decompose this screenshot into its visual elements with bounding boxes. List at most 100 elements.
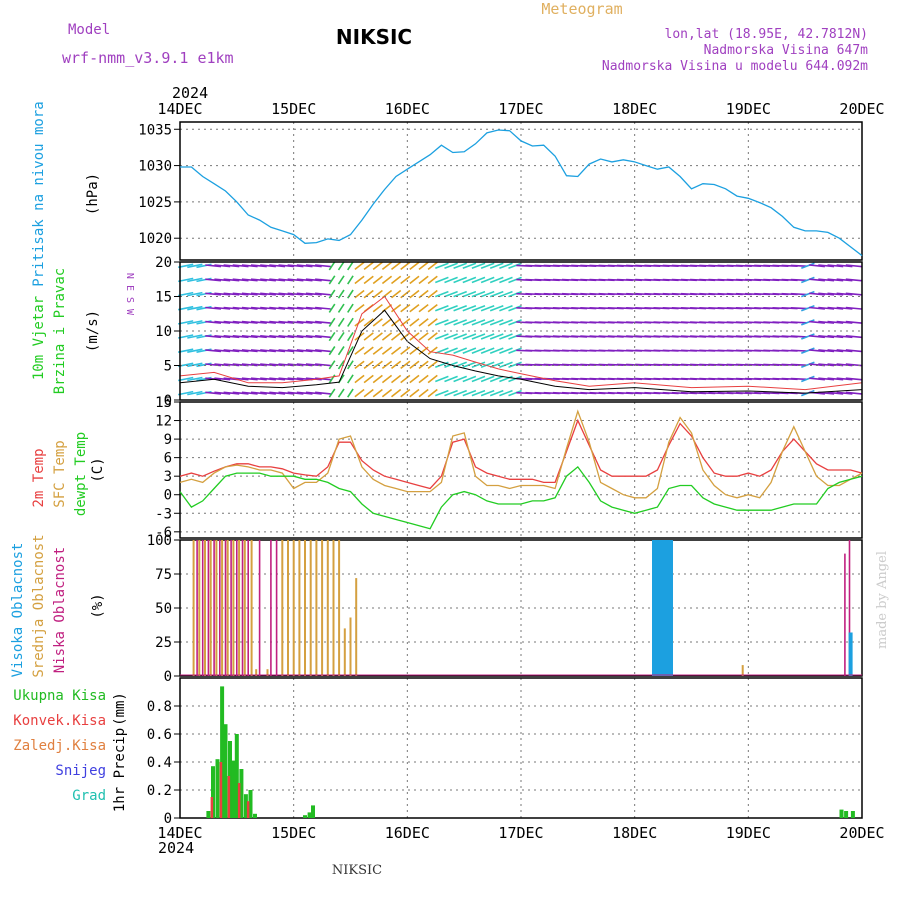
wind-barb [790,321,807,324]
wind-barb [801,375,815,383]
low-cloud-bar [224,540,227,676]
wind-barb [435,262,449,270]
wind-barb [187,390,203,396]
wind-barb [328,388,336,398]
wind-barb [232,306,249,310]
wind-barb [354,261,365,271]
wind-barb [305,377,322,381]
precip-total-bar [215,759,220,818]
wind-ytick-label: 10 [155,324,172,340]
wind-barb [391,346,402,355]
wind-barb [287,306,304,310]
top-x-tick-label: 16DEC [385,100,430,118]
wind-barb [489,375,504,383]
wind-barb [347,275,354,285]
mid-cloud-bar [298,540,301,676]
precip-total-bar [307,812,312,818]
temp-sfc-line [179,409,863,499]
high-cloud-bar [669,540,673,676]
wind-barb [801,333,815,340]
wind-barb [372,388,383,398]
precip-total-bar [231,760,236,818]
top-year-label: 2024 [172,84,208,102]
pressure-ylabel-text: Pritisak na nivou mora [31,101,47,286]
wind-barb [347,261,354,271]
wind-barb [354,388,365,398]
wind-barb [232,363,249,367]
wind-barb [462,361,477,369]
wind-barb [347,317,354,327]
wind-barb [845,264,862,268]
wind-gust-line [179,295,863,391]
mid-cloud-bar [315,540,318,676]
wind-barb [305,278,322,282]
wind-barb [409,261,420,271]
temp-unit: (C) [90,457,106,482]
wind-barb [363,346,374,355]
pressure-unit: (hPa) [85,173,101,215]
precip-ytick-label: 0.8 [147,699,172,715]
wind-barb [315,278,331,282]
wind-barb [296,264,313,268]
wind-barb [400,261,411,271]
wind-barb [260,391,276,395]
cloud-ytick-label: 25 [155,635,172,651]
wind-ytick-label: 15 [155,290,172,306]
wind-barb [223,306,240,310]
wind-barb [278,349,295,353]
temp-ytick-label: 0 [164,488,172,504]
wind-barb [462,333,477,340]
wind-barb [214,377,231,381]
wind-barb [818,349,835,353]
credit-label: made by Angel [875,551,890,649]
wind-barb [508,389,522,397]
wind-barb [427,303,438,313]
wind-barb [363,360,374,370]
temp-ylabel-dewpt: dewpt Temp [73,432,89,516]
temp-ylabel: 2m Temp SFC Temp dewpt Temp (C) [31,432,106,516]
wind-barb [305,335,322,339]
wind-barb [444,290,458,298]
wind-barb [205,292,222,296]
wind-barb [427,346,438,355]
wind-barb [508,319,522,326]
wind-barb [260,377,276,381]
wind-barb [400,388,411,398]
wind-barb [260,349,276,353]
mid-cloud-bar [349,617,352,676]
low-cloud-bar [270,540,272,676]
wind-barb [453,304,467,312]
wind-barb [480,347,495,354]
wind-barb [453,290,467,298]
wind-barb [480,290,495,298]
wind-barb [845,349,862,353]
precip-ytick-label: 0.4 [147,755,172,771]
wind-barb [269,320,286,324]
bottom-x-tick-label: 15DEC [271,824,316,842]
pressure-panel: 1020 1025 1030 1035 [138,121,863,261]
wind-barb [260,335,276,339]
wind-barb [836,278,853,282]
wind-unit: (m/s) [85,310,101,352]
meteogram-label: Meteogram [541,0,622,18]
wind-barb [480,333,495,340]
top-x-tick-label: 18DEC [612,100,657,118]
cloud-ytick-label: 75 [155,567,172,583]
mid-cloud-bar [266,669,269,676]
precip-ytick-label: 0.6 [147,727,172,743]
precip-ytick-label: 0 [164,811,172,827]
wind-barb [471,361,486,369]
wind-barb [381,332,393,341]
wind-barb [462,319,477,326]
altitude-label: Nadmorska Visina 647m [704,43,869,58]
wind-barb [435,304,449,312]
wind-barb [480,319,495,326]
wind-barb [205,306,222,310]
cloud-frame [179,539,863,677]
wind-barb [471,262,486,270]
precip-total-bar [234,734,239,818]
wind-barb [337,346,345,356]
wind-barb [801,361,815,369]
wind-barb [836,320,853,324]
temp-ytick-label: -6 [155,525,172,541]
